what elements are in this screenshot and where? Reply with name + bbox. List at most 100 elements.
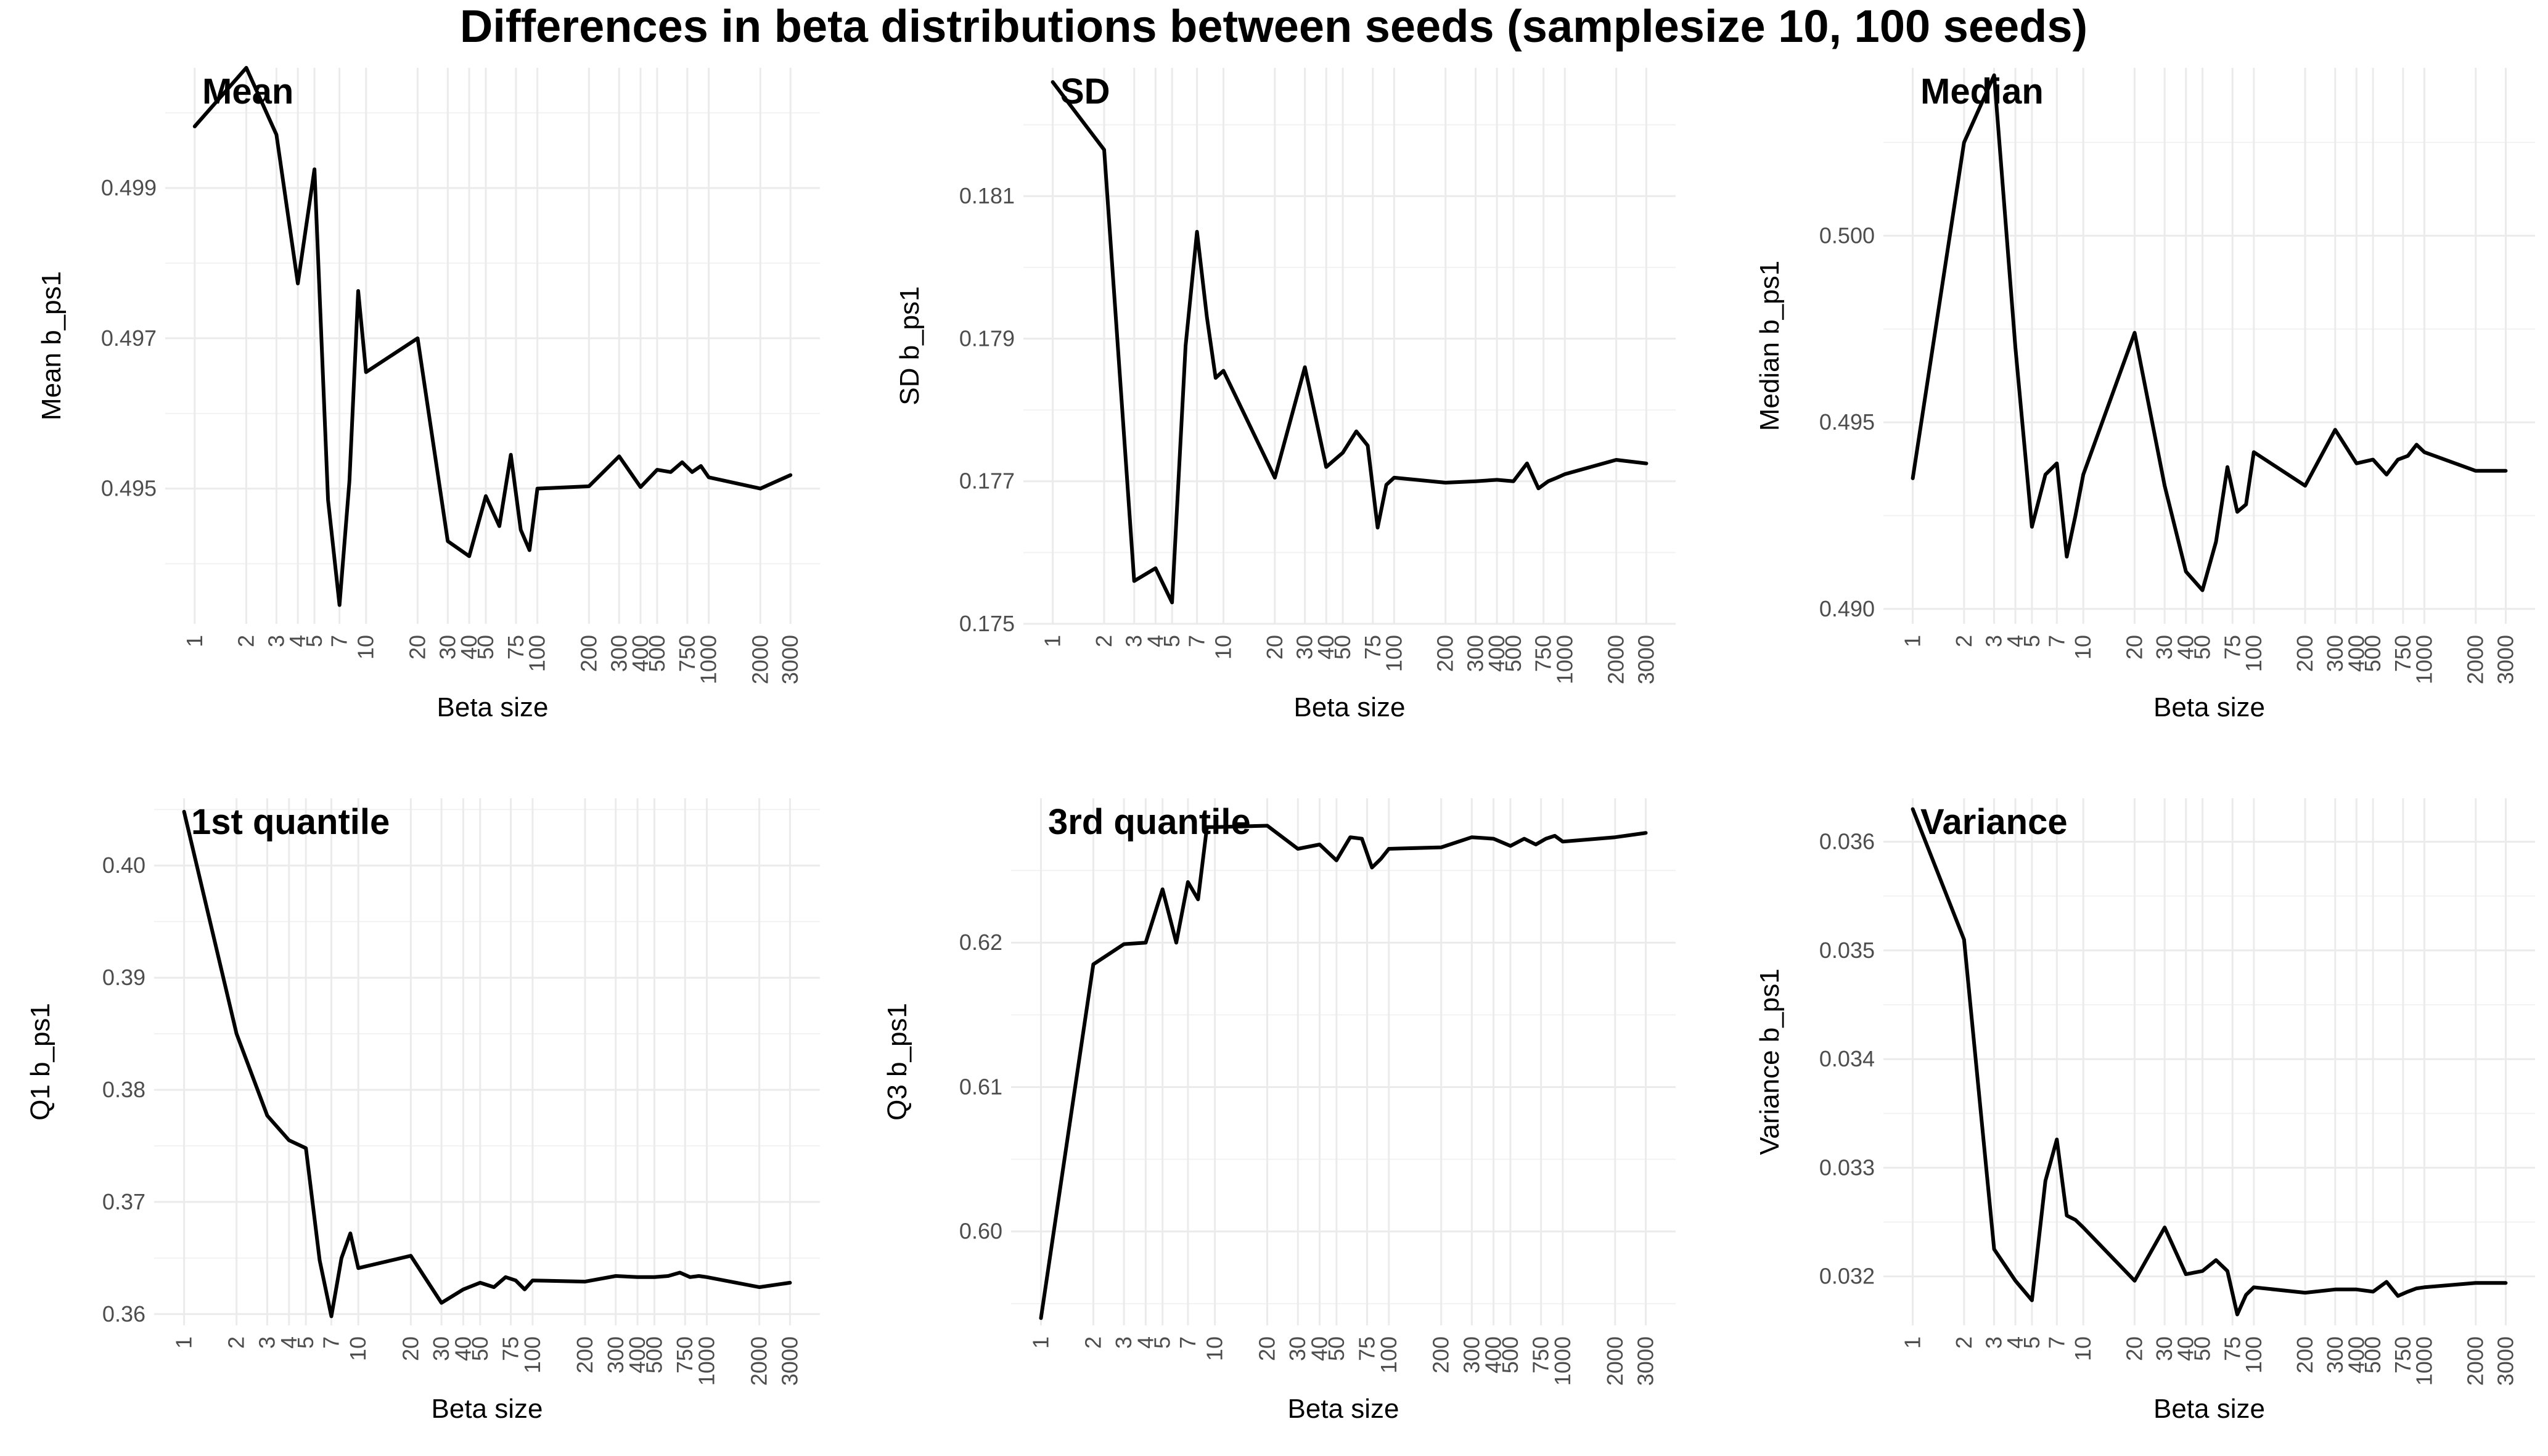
- x-tick-label: 20: [1255, 1336, 1280, 1361]
- x-tick-label: 200: [576, 635, 601, 672]
- y-tick-label: 0.499: [101, 175, 157, 200]
- x-tick-label: 50: [2190, 635, 2215, 660]
- x-tick-label: 3000: [777, 635, 803, 684]
- x-tick-label: 1: [1900, 635, 1925, 647]
- x-tick-label: 2: [1951, 1336, 1977, 1349]
- x-tick-label: 200: [1428, 1336, 1454, 1373]
- x-axis-label: Beta size: [437, 692, 549, 722]
- y-tick-label: 0.034: [1819, 1046, 1875, 1071]
- x-tick-label: 2000: [2463, 635, 2488, 684]
- x-tick-label: 3: [1121, 635, 1147, 647]
- x-tick-label: 2: [1080, 1336, 1105, 1349]
- x-tick-label: 100: [525, 635, 550, 672]
- series-line: [192, 66, 793, 607]
- panel-title: SD: [1060, 72, 1110, 112]
- x-axis-label: Beta size: [1294, 692, 1406, 722]
- x-tick-label: 1: [171, 1336, 197, 1349]
- x-tick-label: 1: [1900, 1336, 1925, 1349]
- series-line: [1051, 80, 1649, 605]
- y-tick-label: 0.181: [959, 183, 1015, 208]
- x-tick-label: 750: [2390, 1336, 2415, 1373]
- x-tick-label: 50: [1330, 635, 1355, 660]
- x-tick-label: 2000: [2463, 1336, 2488, 1386]
- x-tick-label: 200: [1433, 635, 1458, 672]
- series-line: [182, 809, 792, 1319]
- x-tick-label: 30: [1285, 1336, 1310, 1361]
- y-tick-label: 0.177: [959, 468, 1015, 494]
- x-tick-label: 4: [1133, 1336, 1158, 1349]
- x-tick-label: 20: [404, 635, 430, 660]
- x-tick-label: 100: [1376, 1336, 1401, 1373]
- y-axis-label: SD b_ps1: [895, 286, 925, 405]
- x-tick-label: 3: [1111, 1336, 1136, 1349]
- x-tick-label: 4: [2002, 635, 2028, 647]
- x-tick-label: 1: [1028, 1336, 1054, 1349]
- x-tick-label: 40: [1306, 1336, 1332, 1361]
- x-tick-label: 100: [2241, 1336, 2266, 1373]
- y-tick-label: 0.035: [1819, 938, 1875, 963]
- x-tick-label: 30: [435, 635, 460, 660]
- x-axis-label: Beta size: [2153, 692, 2265, 722]
- x-tick-label: 200: [2292, 1336, 2317, 1373]
- y-axis-label: Q3 b_ps1: [882, 1003, 912, 1121]
- x-tick-label: 50: [473, 635, 498, 660]
- x-tick-label: 3000: [1633, 635, 1658, 684]
- x-tick-label: 7: [318, 1336, 343, 1349]
- x-tick-label: 5: [2019, 1336, 2044, 1349]
- x-tick-label: 5: [1150, 1336, 1175, 1349]
- x-tick-label: 10: [1202, 1336, 1227, 1361]
- x-axis-label: Beta size: [1288, 1394, 1399, 1424]
- x-tick-label: 40: [450, 1336, 475, 1361]
- x-tick-label: 75: [1360, 635, 1385, 660]
- x-tick-label: 500: [641, 1336, 666, 1373]
- x-tick-label: 2000: [1604, 635, 1629, 684]
- x-tick-label: 10: [1211, 635, 1236, 660]
- y-tick-label: 0.033: [1819, 1155, 1875, 1180]
- x-tick-label: 75: [2219, 1336, 2245, 1361]
- x-tick-label: 3: [254, 1336, 279, 1349]
- x-tick-label: 20: [2121, 635, 2147, 660]
- x-tick-label: 7: [2044, 1336, 2069, 1349]
- x-tick-label: 200: [572, 1336, 597, 1373]
- x-tick-label: 7: [1175, 1336, 1200, 1349]
- x-tick-label: 20: [398, 1336, 423, 1361]
- x-tick-label: 4: [285, 635, 310, 647]
- x-tick-label: 400: [1484, 635, 1509, 672]
- y-tick-label: 0.40: [102, 853, 145, 878]
- series-line: [1911, 73, 2508, 592]
- x-tick-label: 750: [2390, 635, 2415, 672]
- figure-title: Differences in beta distributions betwee…: [460, 1, 2087, 52]
- x-tick-label: 750: [672, 1336, 697, 1373]
- x-axis-label: Beta size: [2153, 1394, 2265, 1424]
- y-tick-label: 0.179: [959, 325, 1015, 351]
- x-tick-label: 300: [606, 635, 631, 672]
- x-tick-label: 75: [498, 1336, 523, 1361]
- x-tick-label: 1000: [1552, 635, 1577, 684]
- x-tick-label: 750: [1531, 635, 1556, 672]
- y-tick-label: 0.175: [959, 611, 1015, 636]
- panel-title: Mean: [202, 72, 293, 112]
- x-tick-label: 500: [644, 635, 670, 672]
- x-tick-label: 10: [2070, 1336, 2095, 1361]
- x-tick-label: 10: [353, 635, 379, 660]
- x-tick-label: 300: [1463, 635, 1488, 672]
- x-tick-label: 7: [1184, 635, 1210, 647]
- x-tick-label: 50: [2190, 1336, 2215, 1361]
- x-tick-label: 3: [1981, 635, 2007, 647]
- x-tick-label: 2000: [747, 1336, 772, 1386]
- x-tick-label: 7: [2044, 635, 2069, 647]
- x-tick-label: 50: [467, 1336, 493, 1361]
- x-tick-label: 1: [182, 635, 207, 647]
- x-tick-label: 400: [625, 1336, 650, 1373]
- x-tick-label: 40: [2173, 1336, 2198, 1361]
- x-tick-label: 300: [1459, 1336, 1484, 1373]
- x-tick-label: 200: [2292, 635, 2317, 672]
- y-tick-label: 0.490: [1819, 596, 1875, 621]
- series-line: [1911, 807, 2508, 1317]
- y-tick-label: 0.032: [1819, 1264, 1875, 1289]
- x-tick-label: 4: [1142, 635, 1168, 647]
- x-tick-label: 1000: [694, 1336, 719, 1386]
- x-tick-label: 10: [345, 1336, 371, 1361]
